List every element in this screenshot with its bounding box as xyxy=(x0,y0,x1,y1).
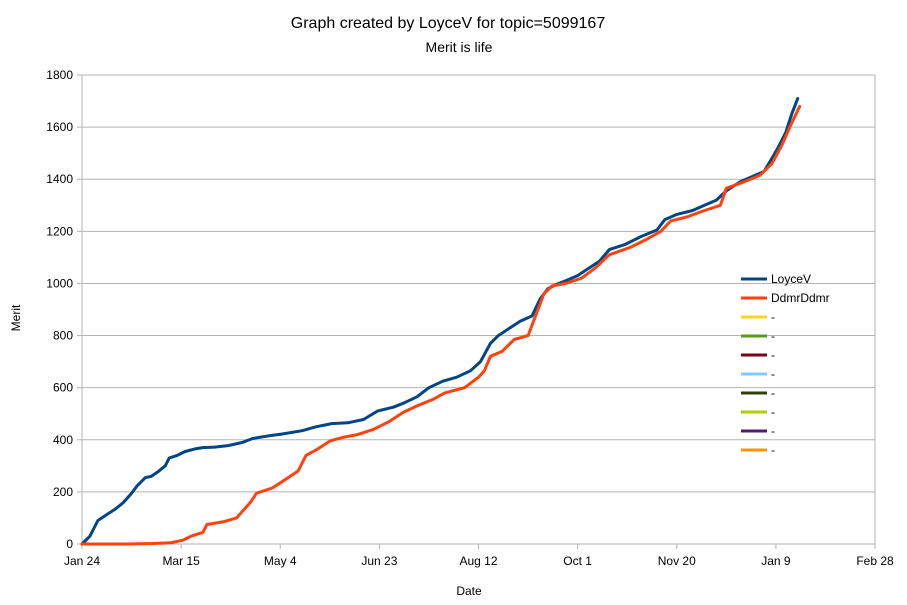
y-axis-ticks: 0 200 400 600 800 1000 1200 1400 1600 1800 xyxy=(46,68,82,551)
y-tick-label: 1000 xyxy=(46,276,73,290)
x-tick-label: Jan 24 xyxy=(64,554,100,568)
series-line-ddmrddmr xyxy=(80,104,802,546)
x-axis-ticks: Jan 24 Mar 15 May 4 Jun 23 Aug 12 Oct 1 Nov 20… xyxy=(64,544,894,568)
y-axis-label: Merit xyxy=(9,304,23,331)
chart-title: Graph created by LoyceV for topic=509916… xyxy=(291,15,606,32)
legend-label: - xyxy=(771,405,775,419)
x-tick-label: Nov 20 xyxy=(658,554,696,568)
x-tick-label: Jan 9 xyxy=(761,554,791,568)
x-tick-label: Aug 12 xyxy=(459,554,497,568)
legend-label: - xyxy=(771,329,775,343)
series-lines xyxy=(80,97,802,546)
x-tick-label: May 4 xyxy=(264,554,297,568)
x-tick-label: Mar 15 xyxy=(162,554,200,568)
legend-label: - xyxy=(771,367,775,381)
y-tick-label: 800 xyxy=(53,329,73,343)
legend-label: - xyxy=(771,424,775,438)
series-line-loycev xyxy=(80,97,800,546)
y-tick-label: 1800 xyxy=(46,68,73,82)
legend-label: - xyxy=(771,443,775,457)
plot-area xyxy=(81,74,876,545)
legend-label: DdmrDdmr xyxy=(771,291,830,305)
y-tick-label: 1200 xyxy=(46,224,73,238)
legend-label: - xyxy=(771,348,775,362)
y-tick-label: 1400 xyxy=(46,172,73,186)
x-tick-label: Oct 1 xyxy=(563,554,592,568)
y-tick-label: 1600 xyxy=(46,120,73,134)
x-axis-label: Date xyxy=(456,584,482,598)
gridlines xyxy=(82,74,875,545)
y-tick-label: 200 xyxy=(53,485,73,499)
x-tick-label: Feb 28 xyxy=(856,554,894,568)
legend-label: - xyxy=(771,310,775,324)
legend: LoyceV DdmrDdmr - - - - - - - - xyxy=(741,272,830,457)
y-tick-label: 600 xyxy=(53,381,73,395)
legend-label: - xyxy=(771,386,775,400)
y-tick-label: 0 xyxy=(66,537,73,551)
y-tick-label: 400 xyxy=(53,433,73,447)
legend-label: LoyceV xyxy=(771,272,811,286)
x-tick-label: Jun 23 xyxy=(361,554,397,568)
chart-subtitle: Merit is life xyxy=(426,39,493,55)
